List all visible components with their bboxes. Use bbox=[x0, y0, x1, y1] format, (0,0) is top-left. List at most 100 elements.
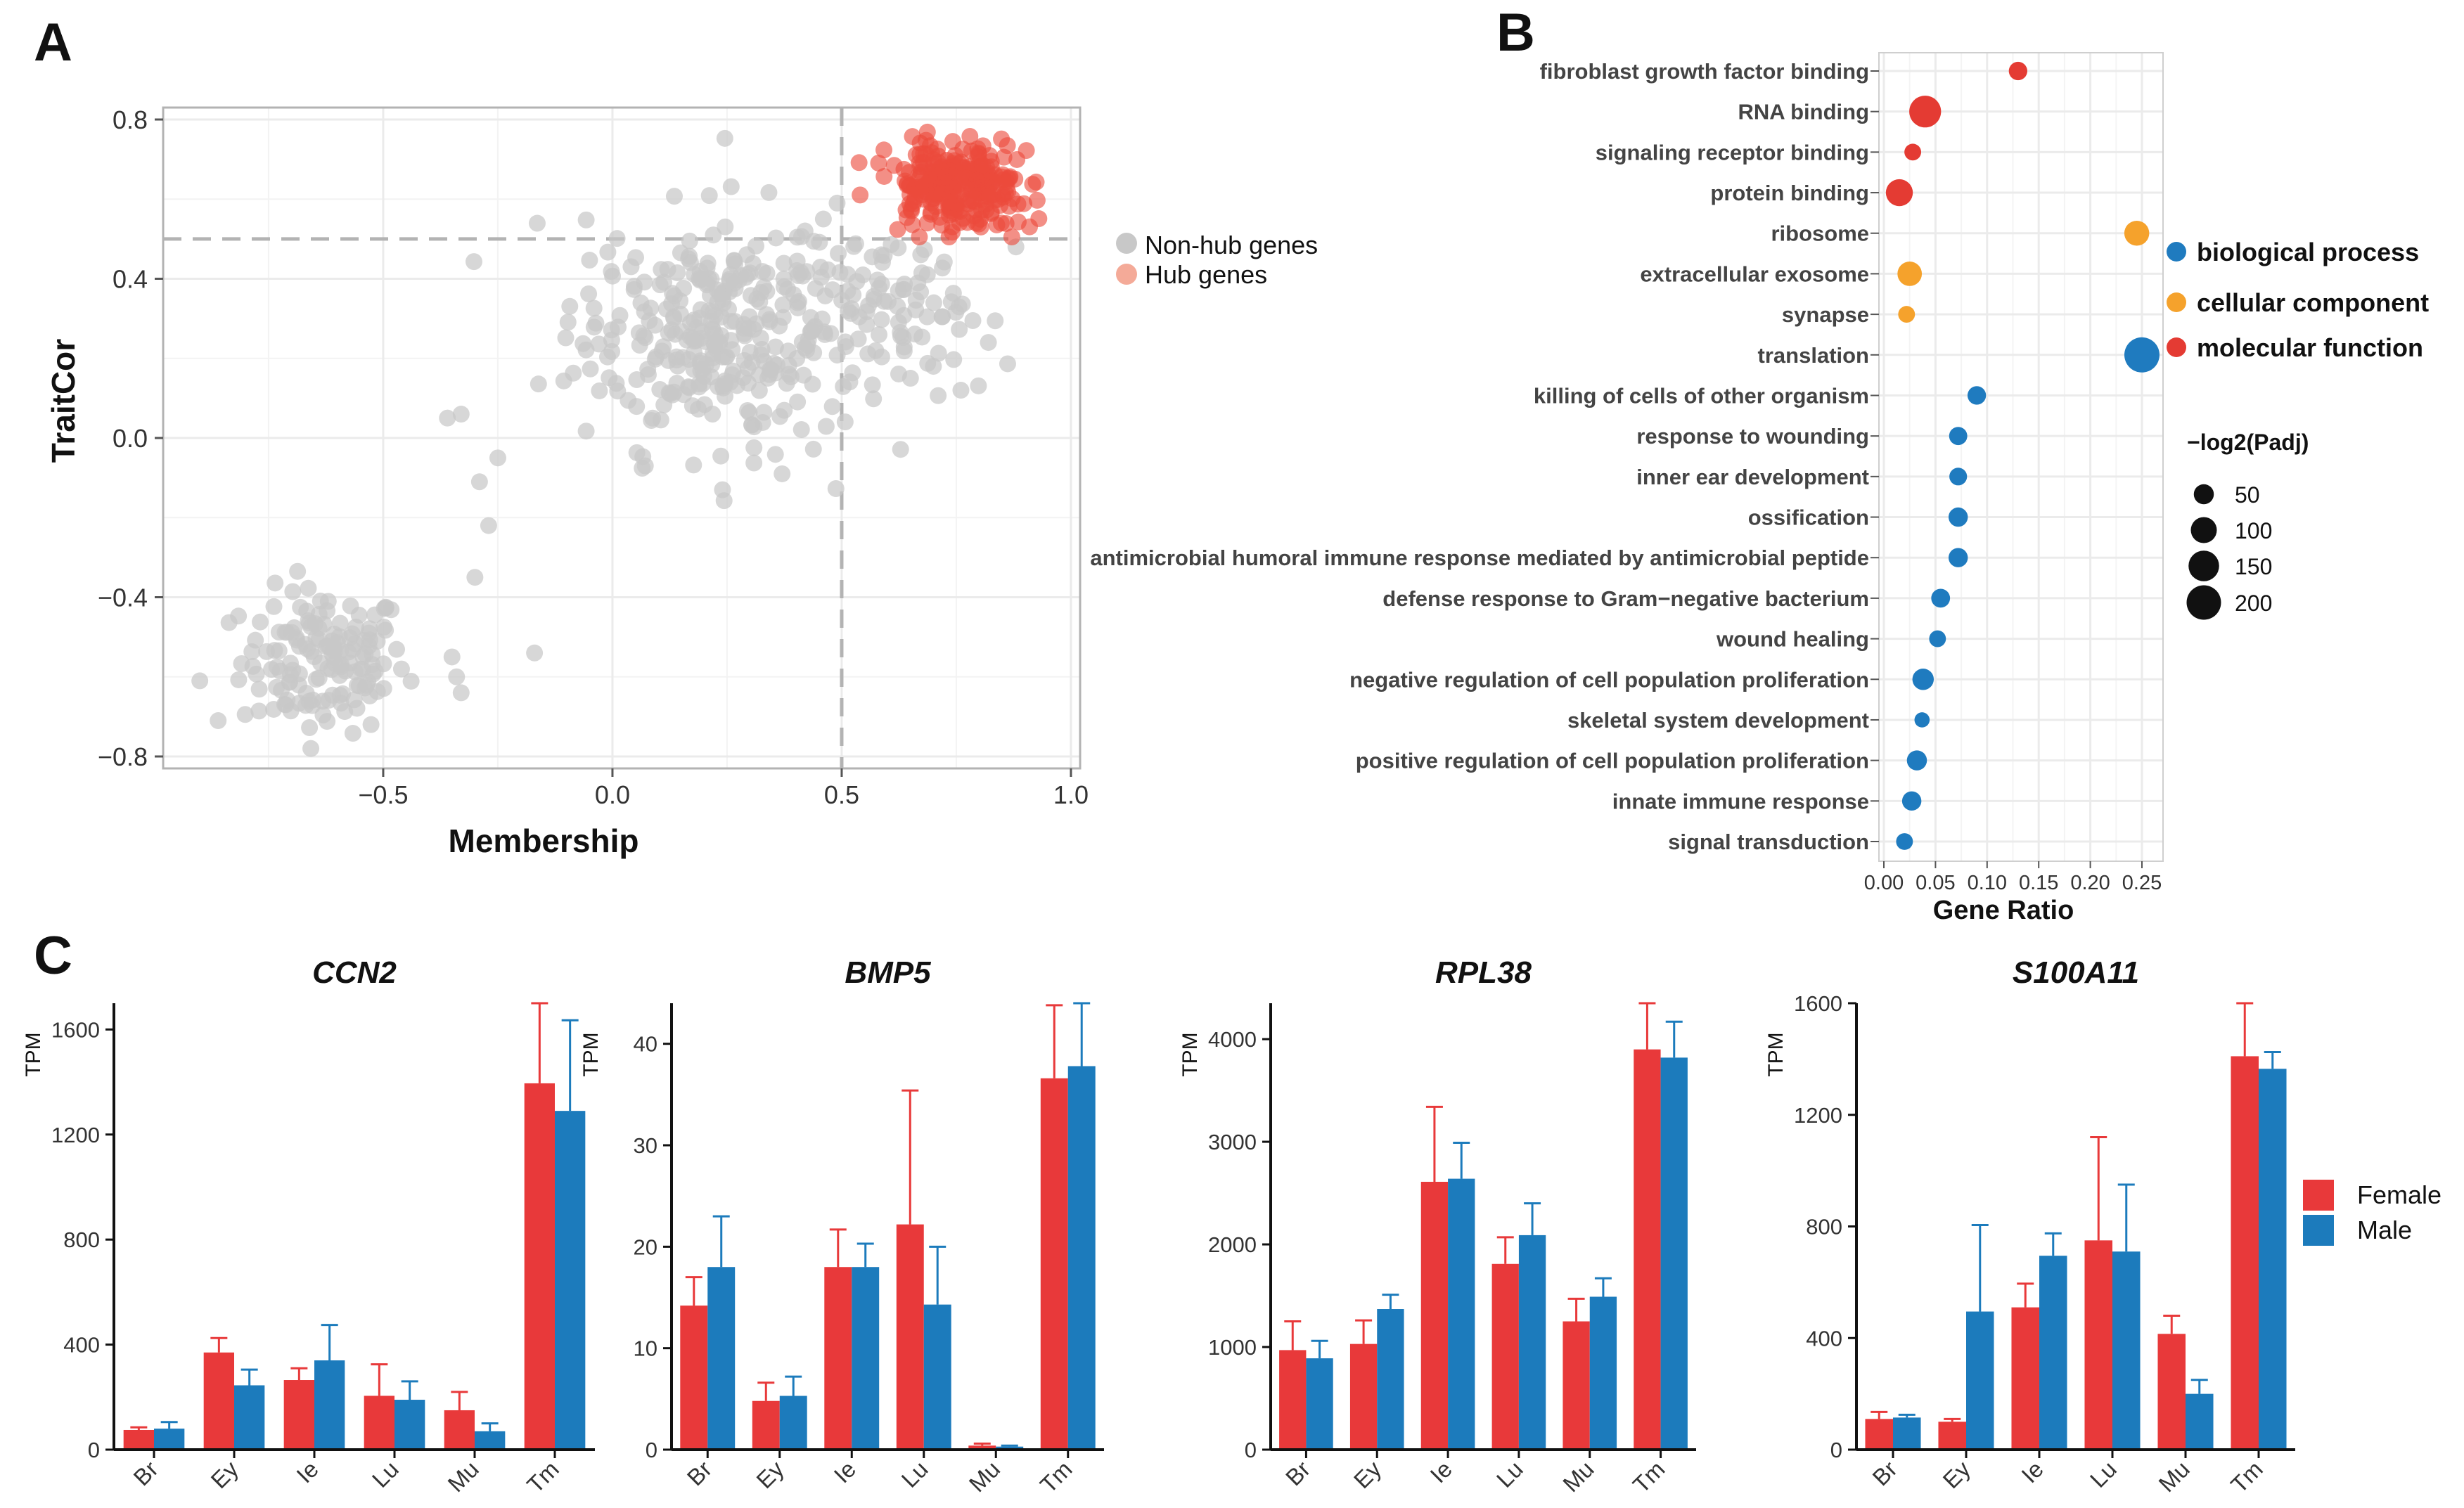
nonhub-point bbox=[344, 725, 361, 742]
hub-point bbox=[984, 172, 1001, 190]
bar-female bbox=[1040, 1078, 1068, 1450]
size-legend-label: 200 bbox=[2235, 591, 2272, 616]
term-dot bbox=[1906, 750, 1927, 771]
nonhub-point bbox=[680, 379, 698, 397]
nonhub-point bbox=[970, 377, 987, 394]
nonhub-point bbox=[680, 351, 698, 368]
nonhub-point bbox=[694, 375, 712, 392]
y-tick-label: 1600 bbox=[1794, 991, 1842, 1016]
x-tick-label: Lu bbox=[897, 1456, 933, 1493]
nonhub-point bbox=[980, 334, 997, 352]
nonhub-point bbox=[912, 246, 930, 264]
nonhub-point bbox=[738, 246, 755, 264]
nonhub-point bbox=[236, 706, 254, 723]
nonhub-point bbox=[577, 341, 595, 359]
nonhub-point bbox=[243, 643, 261, 661]
legend-male-label: Male bbox=[2357, 1216, 2412, 1244]
term-dot bbox=[1967, 386, 1987, 405]
y-tick-label: 800 bbox=[1806, 1215, 1842, 1239]
nonhub-point bbox=[766, 446, 784, 463]
legend-size-items: 50 100 150 200 bbox=[2186, 482, 2272, 620]
nonhub-point bbox=[334, 685, 352, 702]
y-tick-label: 0.0 bbox=[113, 424, 148, 453]
nonhub-point bbox=[646, 316, 664, 334]
bar-male bbox=[1518, 1235, 1546, 1450]
nonhub-point bbox=[873, 254, 891, 271]
y-tick-label: 10 bbox=[634, 1336, 657, 1361]
nonhub-point bbox=[842, 304, 860, 322]
nonhub-point bbox=[250, 681, 268, 698]
hub-point bbox=[933, 184, 951, 202]
y-tick-label: 30 bbox=[634, 1133, 657, 1158]
nonhub-point bbox=[448, 668, 466, 685]
legend-female-label: Female bbox=[2357, 1180, 2441, 1209]
nonhub-point bbox=[585, 299, 603, 317]
hub-point bbox=[960, 191, 977, 208]
nonhub-point bbox=[755, 353, 773, 370]
bar-female bbox=[283, 1380, 314, 1450]
nonhub-point bbox=[364, 645, 381, 663]
nonhub-point bbox=[865, 390, 883, 408]
nonhub-point bbox=[717, 372, 734, 389]
hub-point bbox=[1015, 195, 1033, 212]
nonhub-point bbox=[758, 264, 776, 282]
bar-male bbox=[1377, 1309, 1404, 1450]
term-dot bbox=[1898, 306, 1916, 323]
nonhub-point bbox=[760, 183, 778, 201]
hub-point bbox=[970, 146, 987, 163]
legend-cc-label: cellular component bbox=[2197, 288, 2429, 317]
legend-nonhub-label: Non-hub genes bbox=[1145, 231, 1318, 259]
nonhub-point bbox=[625, 278, 643, 295]
nonhub-point bbox=[789, 267, 807, 285]
x-tick-label: Br bbox=[682, 1456, 717, 1491]
term-label: skeletal system development bbox=[1567, 708, 1869, 733]
nonhub-point bbox=[258, 643, 276, 660]
bar-chart-bmp5: BMP5 TPM 0 10 20 30 40 Br Ey Ie Lu Mu Tm bbox=[579, 955, 1104, 1498]
hub-point bbox=[910, 167, 928, 184]
hub-point bbox=[850, 154, 868, 172]
bar-male bbox=[779, 1396, 807, 1450]
bar-chart-ccn2: CCN2 TPM 0 400 800 1200 1600 Br Ey Ie Lu Mu Tm bbox=[22, 955, 595, 1498]
term-label: synapse bbox=[1782, 302, 1869, 327]
nonhub-point bbox=[653, 342, 671, 360]
hub-point bbox=[875, 141, 892, 159]
nonhub-point bbox=[599, 243, 617, 261]
nonhub-point bbox=[292, 598, 309, 616]
nonhub-point bbox=[951, 321, 968, 338]
nonhub-point bbox=[817, 418, 835, 435]
nonhub-point bbox=[392, 660, 410, 678]
nonhub-point bbox=[685, 456, 702, 474]
nonhub-point bbox=[402, 672, 420, 690]
nonhub-point bbox=[930, 387, 947, 404]
hub-point bbox=[940, 207, 958, 224]
panel-label-b: B bbox=[1496, 3, 1535, 63]
y-tick-label: 1200 bbox=[1794, 1103, 1842, 1128]
term-dot bbox=[2124, 220, 2150, 246]
nonhub-point bbox=[698, 276, 716, 294]
scatter-panel: −0.5 0.0 0.5 1.0 −0.8 −0.4 0.0 0.4 0.8 Membershi… bbox=[45, 105, 1318, 859]
bar-female bbox=[1420, 1182, 1449, 1450]
bar-female bbox=[680, 1306, 708, 1450]
nonhub-point bbox=[443, 648, 461, 666]
hub-point bbox=[889, 221, 906, 238]
x-tick-label: Mu bbox=[442, 1456, 484, 1497]
scatter-nonhub-points bbox=[191, 129, 1025, 757]
nonhub-point bbox=[849, 330, 867, 348]
nonhub-point bbox=[587, 314, 605, 332]
bar-female bbox=[824, 1267, 852, 1450]
term-dot bbox=[1912, 669, 1934, 690]
nonhub-point bbox=[581, 252, 598, 269]
x-tick-label: Ey bbox=[751, 1455, 789, 1493]
nonhub-point bbox=[577, 211, 595, 228]
nonhub-point bbox=[774, 309, 792, 326]
bar-female bbox=[1279, 1350, 1307, 1450]
nonhub-point bbox=[814, 210, 832, 228]
x-tick-label: 0.10 bbox=[1968, 872, 2007, 894]
hub-point bbox=[898, 209, 916, 226]
nonhub-point bbox=[860, 297, 878, 314]
bar-male bbox=[1589, 1296, 1617, 1450]
nonhub-point bbox=[883, 236, 900, 253]
nonhub-point bbox=[828, 194, 846, 212]
term-dot bbox=[1909, 96, 1942, 128]
nonhub-point bbox=[610, 318, 627, 336]
